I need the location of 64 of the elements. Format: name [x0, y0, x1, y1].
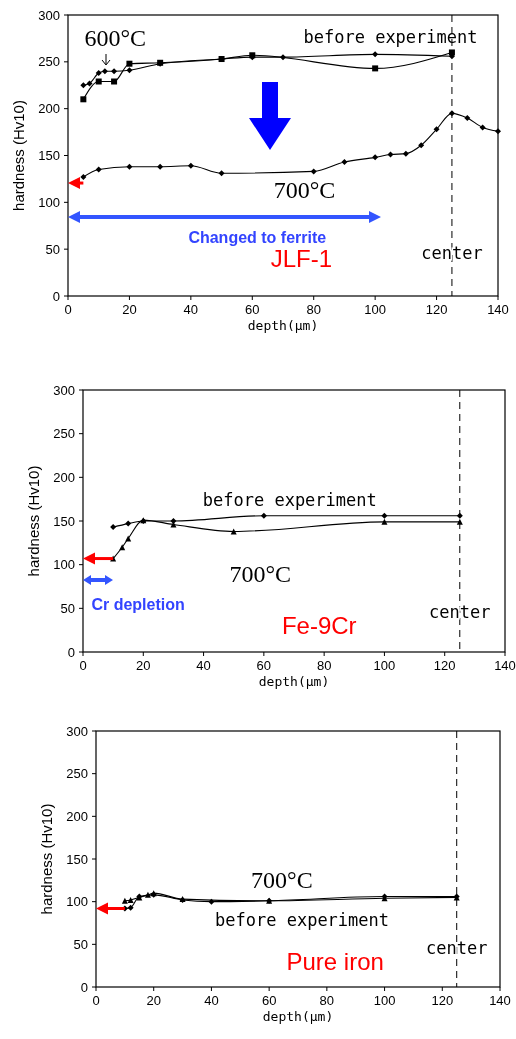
y-tick-label: 300 [66, 723, 88, 739]
y-tick-label: 300 [53, 382, 75, 398]
ref-line-label: center [429, 601, 491, 622]
text: JLF-1 [270, 244, 333, 272]
annotation: before experiment [303, 27, 478, 48]
x-tick-label: 60 [256, 658, 272, 673]
x-tick-label: 80 [306, 302, 321, 317]
x-tick-label: 20 [122, 302, 137, 317]
x-tick-label: 120 [431, 993, 454, 1008]
y-tick-label: 250 [38, 54, 60, 70]
y-tick-label: 50 [73, 936, 88, 952]
x-tick-label: 20 [146, 993, 161, 1008]
y-tick-label: 0 [80, 979, 88, 995]
x-tick-label: 40 [183, 302, 199, 317]
y-tick-label: 100 [53, 557, 75, 573]
y-axis-title: hardness (Hv10) [38, 803, 55, 915]
x-tick-label: 140 [494, 658, 516, 673]
x-tick-label: 40 [204, 993, 219, 1008]
y-tick-label: 150 [66, 851, 88, 867]
y-tick-label: 100 [66, 894, 88, 910]
annotation: 600°C [84, 24, 147, 51]
y-tick-label: 150 [38, 148, 60, 164]
y-axis-title: hardness (Hv10) [10, 100, 27, 211]
y-tick-label: 0 [52, 288, 60, 304]
x-tick-label: 80 [316, 658, 332, 673]
y-tick-label: 0 [67, 644, 75, 660]
y-tick-label: 250 [53, 426, 75, 442]
x-tick-label: 100 [373, 658, 396, 673]
annotation: before experiment [215, 910, 390, 931]
annotation: 700°C [273, 176, 336, 203]
x-axis-title: depth(μm) [258, 674, 330, 689]
y-tick-label: 300 [38, 7, 60, 23]
ref-line-label: center [426, 937, 488, 958]
x-tick-label: 60 [261, 993, 277, 1008]
x-tick-label: 20 [136, 658, 151, 673]
y-tick-label: 200 [38, 101, 60, 117]
annotation: 700°C [251, 866, 313, 893]
y-tick-label: 200 [66, 808, 88, 824]
y-tick-label: 200 [53, 469, 75, 485]
y-tick-label: 100 [38, 194, 60, 210]
ref-line-label: center [421, 243, 483, 264]
annotation: Changed to ferrite [188, 228, 327, 246]
x-tick-label: 120 [425, 302, 448, 317]
x-tick-label: 120 [433, 658, 456, 673]
text: Fe-9Cr [281, 612, 357, 640]
x-tick-label: 80 [319, 993, 335, 1008]
x-axis-title: depth(μm) [262, 1009, 334, 1024]
y-tick-label: 250 [66, 766, 88, 782]
y-tick-label: 50 [60, 600, 75, 616]
y-tick-label: 150 [53, 513, 75, 529]
annotation: Cr depletion [91, 596, 185, 614]
annotation: before experiment [202, 489, 377, 510]
x-tick-label: 100 [373, 993, 396, 1008]
y-axis-title: hardness (Hv10) [25, 465, 42, 577]
text: Pure iron [286, 947, 384, 975]
annotation: 700°C [229, 560, 292, 587]
x-tick-label: 100 [364, 302, 386, 317]
x-tick-label: 40 [196, 658, 211, 673]
x-tick-label: 140 [489, 993, 511, 1008]
x-axis-title: depth(μm) [247, 318, 319, 333]
y-tick-label: 50 [45, 241, 60, 257]
x-tick-label: 140 [487, 302, 509, 317]
x-tick-label: 0 [92, 993, 100, 1008]
x-tick-label: 60 [245, 302, 260, 317]
